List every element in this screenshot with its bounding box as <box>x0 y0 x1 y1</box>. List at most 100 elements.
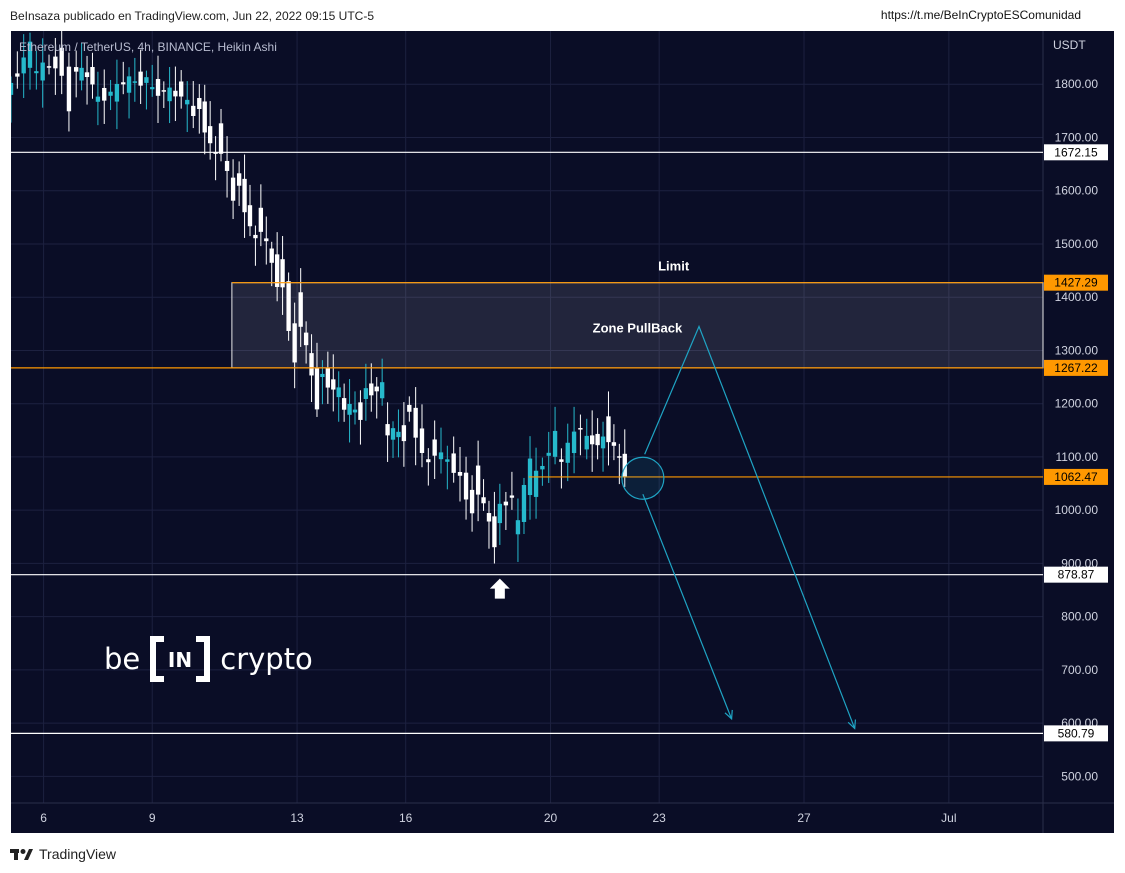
candle-body <box>358 402 363 420</box>
candle-body <box>407 404 412 412</box>
candle-body <box>533 470 539 497</box>
candle-body <box>369 383 374 396</box>
level-price-label: 580.79 <box>1058 726 1095 740</box>
candle-body <box>74 67 79 72</box>
x-tick-label: 27 <box>797 811 811 825</box>
candle-body <box>292 323 297 363</box>
y-tick-label: 1100.00 <box>1056 450 1099 464</box>
candle-body <box>242 178 247 213</box>
candle-body <box>27 41 33 68</box>
candle-body <box>34 71 39 74</box>
candle-body <box>419 428 425 453</box>
y-tick-label: 1000.00 <box>1055 503 1099 517</box>
tradingview-brand[interactable]: TradingView <box>39 846 117 862</box>
tradingview-logo-icon[interactable] <box>10 847 34 861</box>
candle-body <box>224 160 230 171</box>
highlight-circle <box>621 456 665 500</box>
watermark-in: IN <box>168 648 192 672</box>
candle-body <box>622 453 627 478</box>
candle-body <box>95 96 101 102</box>
candle-body <box>571 431 577 454</box>
candle-body <box>426 459 431 463</box>
candle-body <box>341 398 347 410</box>
candle-body <box>197 98 202 109</box>
candle-body <box>298 292 303 327</box>
candle-body <box>150 87 155 90</box>
candle-body <box>191 105 196 116</box>
candle-body <box>185 99 190 105</box>
candle-body <box>218 123 224 154</box>
level-price-label: 878.87 <box>1058 568 1095 582</box>
candle-body <box>469 489 475 514</box>
candle-body <box>385 424 390 436</box>
candle-body <box>451 453 456 473</box>
candle-body <box>492 516 497 548</box>
y-tick-label: 1600.00 <box>1055 184 1099 198</box>
candle-body <box>207 126 213 144</box>
candle-body <box>11 82 14 95</box>
candle-body <box>40 62 45 81</box>
x-tick-label: Jul <box>941 811 956 825</box>
candle-body <box>53 56 58 69</box>
candle-body <box>606 416 611 443</box>
y-tick-label: 1500.00 <box>1055 237 1099 251</box>
level-price-tag <box>1044 144 1108 161</box>
y-tick-label: 1300.00 <box>1055 343 1099 357</box>
candle-body <box>90 67 95 85</box>
x-tick-label: 20 <box>544 811 558 825</box>
price-chart[interactable]: 500.00600.00700.00800.00900.001000.00110… <box>11 31 1114 833</box>
candle-body <box>84 72 90 78</box>
candle-body <box>274 254 280 287</box>
candle-body <box>213 152 218 154</box>
candle-body <box>236 173 242 186</box>
candle-body <box>503 501 509 506</box>
candle-body <box>438 452 444 460</box>
level-price-tag <box>1044 468 1108 485</box>
candle-body <box>79 67 84 81</box>
candle-body <box>59 47 64 76</box>
chart-frame <box>11 31 1114 833</box>
candle-body <box>352 409 358 413</box>
candle-body <box>546 452 551 456</box>
watermark-crypto: crypto <box>220 642 313 676</box>
candle-body <box>121 82 126 85</box>
candle-body <box>314 367 320 410</box>
candle-body <box>401 425 407 442</box>
candle-body <box>21 57 26 74</box>
candle-body <box>138 71 143 86</box>
y-tick-label: 1400.00 <box>1055 290 1099 304</box>
candle-body <box>155 78 161 96</box>
pullback-path <box>644 324 856 729</box>
candle-body <box>486 513 492 522</box>
currency-label: USDT <box>1053 38 1086 52</box>
candle-body <box>521 484 527 522</box>
candle-body <box>457 472 463 476</box>
zone-label: Zone PullBack <box>593 321 683 336</box>
watermark-bracket-icon: IN <box>150 636 211 682</box>
telegram-link[interactable]: https://t.me/BeInCryptoESComunidad <box>880 8 1081 22</box>
up-arrow-icon <box>489 578 510 599</box>
publisher-text: BeInsaza publicado en TradingView.com, J… <box>10 9 375 23</box>
candle-body <box>309 353 314 376</box>
candle-body <box>179 81 184 97</box>
candle-body <box>611 442 617 446</box>
candle-body <box>540 465 545 470</box>
candle-body <box>497 503 503 524</box>
level-price-label: 1062.47 <box>1054 470 1098 484</box>
candle-body <box>286 281 291 331</box>
candle-body <box>102 87 107 101</box>
level-price-tag <box>1044 725 1108 742</box>
candle-body <box>264 238 269 242</box>
grid-lines <box>11 31 1043 803</box>
level-price-tag <box>1044 274 1108 291</box>
candle-body <box>144 77 149 83</box>
candle-body <box>320 373 325 378</box>
candle-body <box>15 73 20 77</box>
candle-body <box>331 379 336 390</box>
candle-body <box>445 459 450 462</box>
pullback-zone-rect <box>231 282 1044 369</box>
candle-body <box>475 465 481 495</box>
candle-body <box>230 177 236 201</box>
y-tick-label: 500.00 <box>1061 769 1098 783</box>
x-tick-label: 13 <box>290 811 304 825</box>
